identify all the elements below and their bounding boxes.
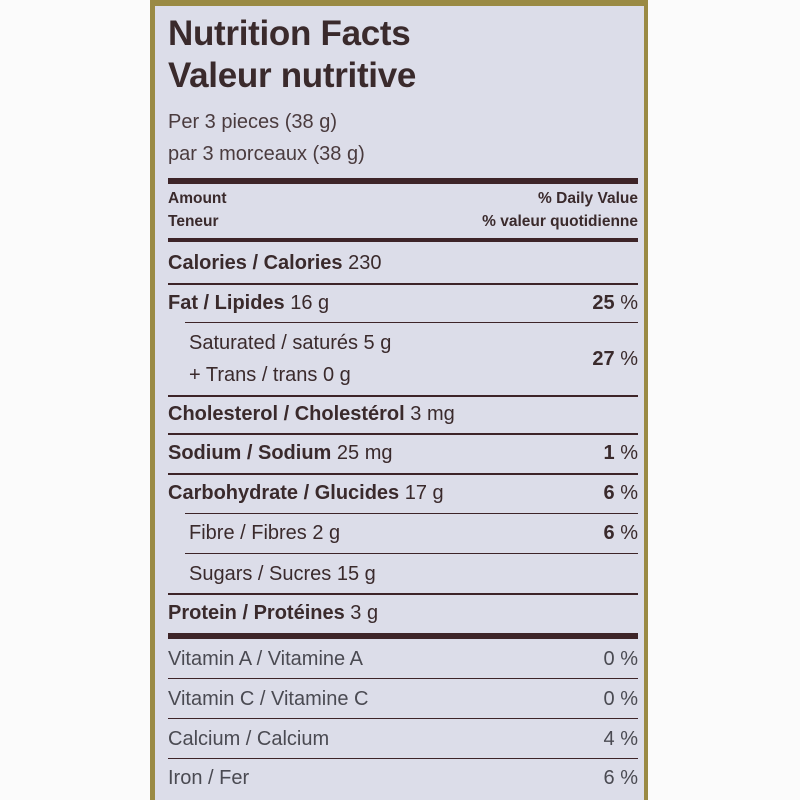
carbohydrate-dv: 6 % — [603, 482, 638, 504]
vitamin-c-dv: 0 % — [603, 688, 638, 710]
sodium-dv: 1 % — [603, 442, 638, 464]
trans-row: + Trans / trans 0 g — [189, 364, 351, 386]
divider — [185, 513, 638, 514]
nutrition-label-panel — [155, 6, 644, 800]
divider — [168, 593, 638, 595]
dv-header-en: % Daily Value — [538, 190, 638, 207]
sugars-row: Sugars / Sucres 15 g — [189, 563, 376, 585]
vitamin-a-label: Vitamin A / Vitamine A — [168, 648, 363, 670]
calcium-label: Calcium / Calcium — [168, 728, 330, 750]
dv-header-fr: % valeur quotidienne — [482, 213, 638, 230]
calcium-dv: 4 % — [603, 728, 638, 750]
divider — [168, 758, 638, 759]
divider — [185, 553, 638, 554]
iron-dv: 6 % — [603, 767, 638, 789]
protein-row: Protein / Protéines 3 g — [168, 602, 379, 624]
divider — [168, 433, 638, 435]
title-fr: Valeur nutritive — [168, 56, 417, 95]
amount-header-en: Amount — [168, 190, 227, 207]
calories-row: Calories / Calories 230 — [168, 252, 382, 274]
title-en: Nutrition Facts — [168, 14, 411, 53]
serving-en: Per 3 pieces (38 g) — [168, 111, 337, 133]
serving-fr: par 3 morceaux (38 g) — [168, 143, 365, 165]
divider — [168, 283, 638, 285]
vitamin-c-label: Vitamin C / Vitamine C — [168, 688, 369, 710]
fibre-dv: 6 % — [603, 522, 638, 544]
thick-rule — [168, 633, 638, 639]
divider — [168, 678, 638, 679]
amount-header-fr: Teneur — [168, 213, 219, 230]
divider — [168, 718, 638, 719]
fibre-row: Fibre / Fibres 2 g — [189, 522, 341, 544]
sodium-row: Sodium / Sodium 25 mg — [168, 442, 393, 464]
divider — [168, 473, 638, 475]
header-rule — [168, 238, 638, 242]
carbohydrate-row: Carbohydrate / Glucides 17 g — [168, 482, 444, 504]
divider — [185, 322, 638, 323]
vitamin-a-dv: 0 % — [603, 648, 638, 670]
thick-rule — [168, 178, 638, 184]
iron-label: Iron / Fer — [168, 767, 250, 789]
saturated-dv: 27 % — [592, 348, 638, 370]
saturated-row: Saturated / saturés 5 g — [189, 332, 392, 354]
fat-dv: 25 % — [592, 292, 638, 314]
fat-row: Fat / Lipides 16 g — [168, 292, 330, 314]
divider — [168, 395, 638, 397]
cholesterol-row: Cholesterol / Cholestérol 3 mg — [168, 403, 455, 425]
